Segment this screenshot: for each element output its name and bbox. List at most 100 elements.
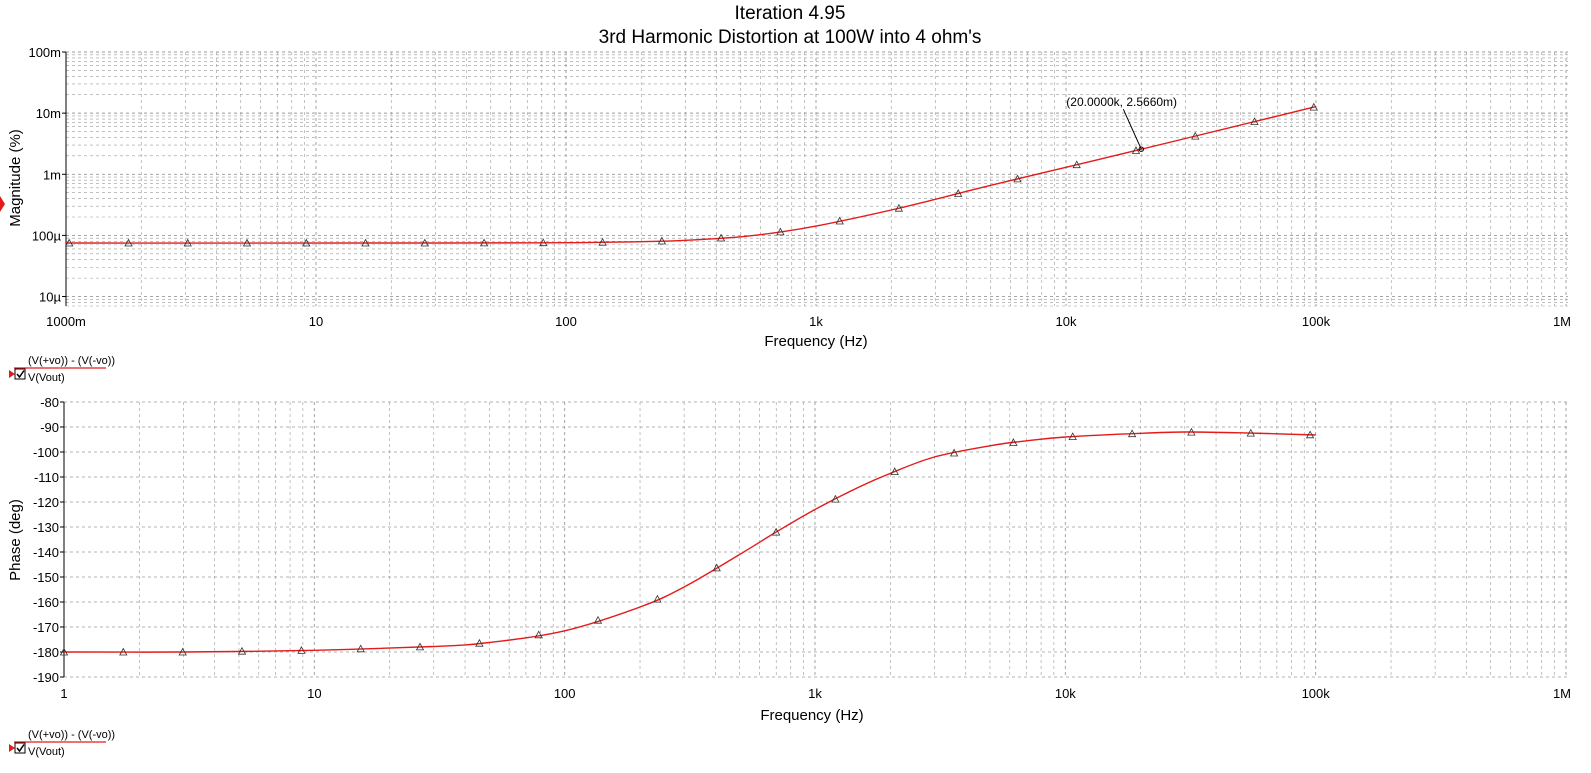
magnitude-markers: [65, 102, 1318, 247]
y-tick-label: 10µ: [39, 290, 61, 305]
trace-marker: [475, 638, 484, 647]
phase-trace: [63, 431, 1316, 653]
trace-marker: [242, 238, 252, 247]
y-tick-label: -90: [40, 420, 59, 435]
magnitude-legend: (V(+vo)) - (V(-vo)) V(Vout): [9, 355, 115, 384]
y-tick-label: -130: [33, 520, 59, 535]
trace-marker: [1068, 432, 1077, 440]
x-tick-label: 10: [307, 686, 321, 701]
legend-check-icon: [16, 744, 25, 753]
trace-marker: [539, 238, 548, 247]
legend-denominator: V(Vout): [28, 372, 65, 384]
trace-marker: [593, 615, 603, 624]
trace-marker: [776, 227, 785, 236]
legend-marker-icon: [9, 370, 15, 378]
magnitude-x-ticks: 1000m 10 100 1k 10k 100k 1M: [46, 314, 1571, 329]
trace-marker: [894, 203, 904, 212]
trace-marker: [1131, 146, 1141, 154]
y-tick-label: -190: [33, 670, 59, 685]
y-tick-label: -150: [33, 570, 59, 585]
trace-marker: [237, 646, 247, 655]
trace-marker: [657, 236, 667, 245]
y-tick-label: -140: [33, 545, 59, 560]
trace-marker: [1009, 438, 1018, 446]
cursor-leader-line: [1122, 108, 1142, 150]
phase-x-ticks: 1 10 100 1k 10k 100k 1M: [60, 686, 1571, 701]
x-tick-label: 1M: [1553, 686, 1571, 701]
cursor-point: [1138, 146, 1145, 152]
trace-marker: [420, 238, 429, 247]
trace-marker: [771, 527, 781, 536]
chart-subtitle: 3rd Harmonic Distortion at 100W into 4 o…: [599, 27, 982, 48]
phase-ylabel: Phase (deg): [7, 499, 24, 581]
x-tick-label: 100k: [1302, 314, 1331, 329]
x-tick-label: 10k: [1055, 686, 1076, 701]
x-tick-label: 100: [554, 686, 576, 701]
trace-marker: [178, 647, 187, 656]
trace-marker: [835, 216, 844, 225]
trace-marker: [65, 238, 74, 247]
y-tick-label: -80: [40, 395, 59, 410]
y-tick-label: -110: [34, 470, 59, 485]
magnitude-trace: [65, 105, 1317, 244]
phase-markers: [59, 427, 1315, 656]
y-tick-label: 100µ: [32, 228, 62, 243]
trace-marker: [479, 238, 489, 247]
x-tick-label: 1k: [809, 314, 823, 329]
trace-marker: [415, 642, 425, 651]
legend-denominator: V(Vout): [28, 746, 65, 758]
trace-marker: [183, 238, 192, 247]
trace-marker: [302, 238, 311, 247]
trace-marker: [653, 594, 662, 603]
legend-expression: (V(+vo)) - (V(-vo)): [28, 729, 115, 741]
trace-marker: [831, 494, 840, 503]
x-tick-label: 10: [309, 314, 323, 329]
magnitude-pane: 10µ 100µ 1m 10m 100m 1000m 10 100 1k 10k 100k 1M M…: [0, 45, 1571, 350]
x-tick-label: 100: [555, 314, 577, 329]
trace-marker: [954, 189, 963, 197]
trace-marker: [1187, 427, 1196, 436]
trace-marker: [1013, 174, 1022, 183]
magnitude-grid: [65, 51, 1568, 307]
trace-marker: [949, 448, 959, 457]
magnitude-y-ticks: 10µ 100µ 1m 10m 100m: [28, 45, 66, 305]
phase-pane: -190 -180 -170 -160 -150 -140 -130 -120 -110 -100…: [7, 395, 1571, 724]
x-tick-label: 1000m: [46, 314, 86, 329]
magnitude-xlabel: Frequency (Hz): [764, 333, 867, 350]
legend-marker-icon: [9, 744, 15, 752]
magnitude-cursor-annotation: (20.0000k, 2.5660m): [1066, 95, 1177, 152]
trace-marker: [598, 237, 607, 246]
trace-marker: [890, 467, 899, 475]
trace-marker: [124, 238, 133, 247]
trace-marker: [1246, 428, 1255, 437]
x-tick-label: 1M: [1553, 314, 1571, 329]
x-tick-label: 1k: [808, 686, 822, 701]
trace-marker: [1191, 131, 1200, 140]
chart-title: Iteration 4.95: [735, 3, 846, 24]
trace-marker: [1305, 430, 1315, 439]
y-tick-label: -180: [33, 645, 59, 660]
phase-legend: (V(+vo)) - (V(-vo)) V(Vout): [9, 729, 115, 758]
x-tick-label: 100k: [1302, 686, 1331, 701]
trace-marker: [356, 644, 365, 653]
trace-marker: [297, 646, 306, 654]
legend-check-icon: [16, 370, 25, 379]
trace-marker: [361, 238, 370, 247]
x-tick-label: 10k: [1056, 314, 1077, 329]
trace-marker: [1072, 160, 1081, 169]
y-tick-label: -100: [33, 445, 59, 460]
trace-marker: [59, 647, 69, 656]
trace-marker: [712, 563, 721, 572]
axis-selector-arrow[interactable]: [0, 196, 5, 212]
trace-marker: [1250, 117, 1259, 125]
y-tick-label: -170: [33, 620, 59, 635]
trace-marker: [716, 233, 726, 242]
phase-grid: [63, 401, 1568, 678]
trace-marker: [1309, 102, 1318, 111]
y-tick-label: 100m: [28, 45, 61, 60]
cursor-readout: (20.0000k, 2.5660m): [1066, 95, 1177, 109]
trace-marker: [1127, 429, 1137, 438]
trace-marker: [534, 630, 543, 639]
